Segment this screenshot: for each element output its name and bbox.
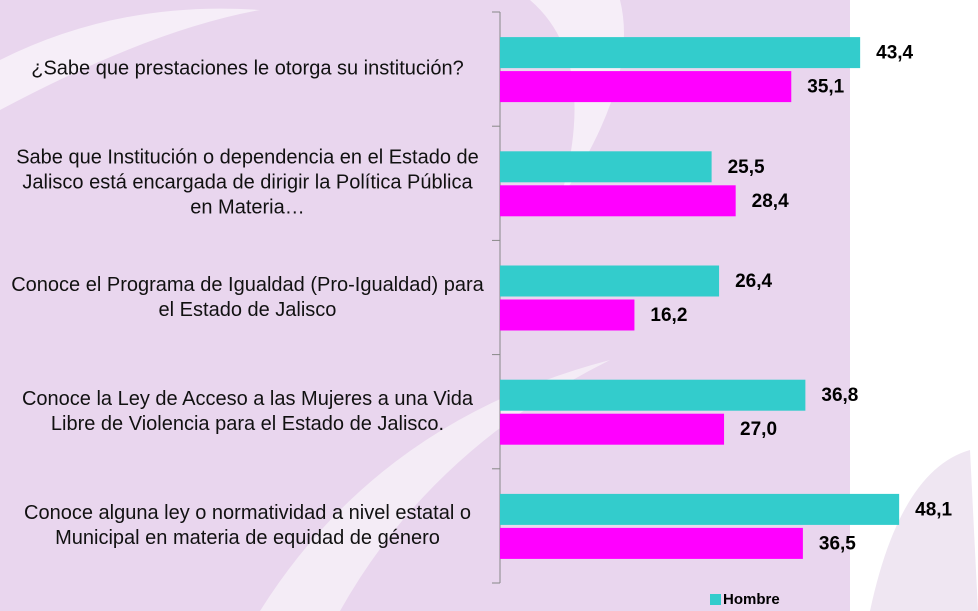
- bar: [500, 299, 635, 331]
- decoration: [870, 450, 978, 611]
- value-label: 28,4: [752, 191, 789, 212]
- bar: [500, 151, 712, 183]
- bar: [500, 413, 725, 445]
- y-tick-label: ¿Sabe que prestaciones le otorga su inst…: [31, 57, 464, 80]
- value-label: 36,8: [821, 385, 858, 406]
- value-label: 26,4: [735, 271, 772, 292]
- y-tick-label: Conoce el Programa de Igualdad (Pro-Igua…: [11, 273, 484, 321]
- y-tick-label: Conoce alguna ley o normatividad a nivel…: [24, 501, 471, 549]
- bar: [500, 37, 861, 69]
- value-label: 27,0: [740, 419, 777, 440]
- legend-swatch: [710, 594, 721, 605]
- bar: [500, 379, 806, 411]
- bar: [500, 265, 720, 297]
- decoration: [0, 8, 260, 110]
- bar: [500, 493, 900, 525]
- value-label: 25,5: [728, 157, 765, 178]
- bar: [500, 71, 792, 103]
- value-label: 36,5: [819, 533, 856, 554]
- value-label: 35,1: [807, 77, 844, 98]
- value-label: 43,4: [876, 43, 913, 64]
- y-tick-label: Sabe que Institución o dependencia en el…: [16, 146, 479, 219]
- value-label: 48,1: [915, 499, 952, 520]
- bar: [500, 527, 803, 559]
- legend-label: Hombre: [723, 591, 780, 608]
- decoration: [260, 360, 610, 611]
- bar: [500, 185, 736, 217]
- y-tick-label: Conoce la Ley de Acceso a las Mujeres a …: [21, 387, 474, 435]
- value-label: 16,2: [650, 305, 687, 326]
